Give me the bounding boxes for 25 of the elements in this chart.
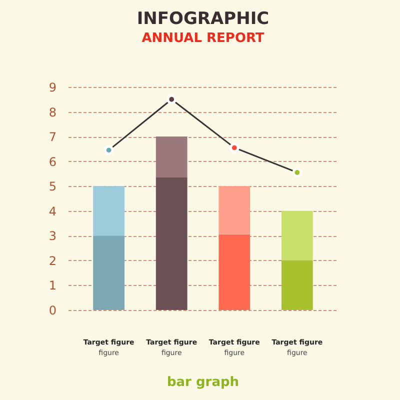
- chart-title: INFOGRAPHIC: [136, 9, 270, 29]
- point: [292, 168, 302, 178]
- y-tick-label: 4: [48, 204, 56, 218]
- bar: [93, 186, 125, 236]
- y-tick-label: 8: [48, 105, 56, 120]
- y-tick-label: 6: [48, 154, 56, 169]
- y-tick-label: 2: [48, 254, 56, 268]
- bar: [156, 177, 188, 310]
- y-tick-label: 1: [48, 278, 56, 293]
- y-tick-label: 0: [48, 304, 56, 318]
- point: [229, 142, 240, 153]
- bar: [281, 260, 313, 310]
- bar: [281, 210, 313, 260]
- bar: [218, 186, 250, 234]
- bar: [93, 236, 125, 310]
- y-tick-label: 5: [48, 180, 56, 194]
- point: [166, 94, 177, 104]
- y-tick-label: 3: [48, 229, 56, 244]
- bar: [218, 234, 250, 310]
- y-tick-label: 9: [48, 80, 56, 94]
- chart-subtitle: ANNUAL REPORT: [142, 31, 264, 46]
- text: bar graph: [166, 375, 240, 390]
- point: [104, 145, 114, 156]
- bar: [156, 136, 188, 178]
- y-tick-label: 7: [48, 130, 56, 144]
